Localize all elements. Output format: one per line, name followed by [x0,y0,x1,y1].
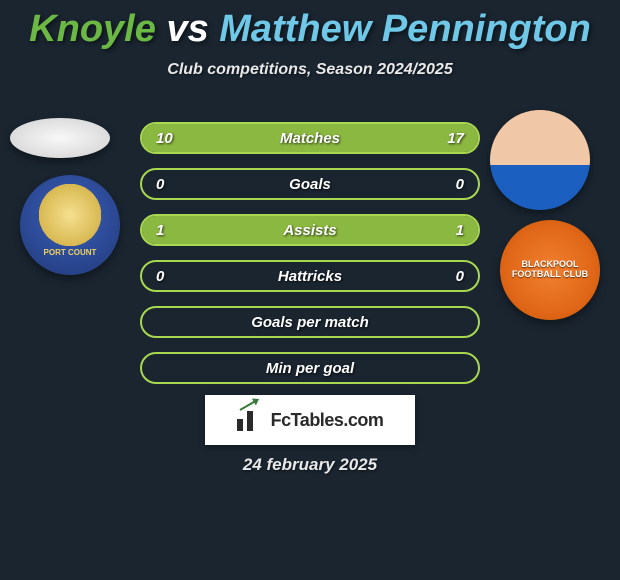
stat-right-value: 0 [456,268,464,285]
stat-label: Min per goal [266,360,354,377]
right-crest-line2: FOOTBALL CLUB [512,270,588,280]
stat-right-value: 1 [456,222,464,239]
stat-left-value: 10 [156,130,173,147]
left-crest-text: PORT COUNT [44,248,97,257]
subtitle: Club competitions, Season 2024/2025 [0,61,620,79]
stat-label: Matches [280,130,340,147]
comparison-title: Knoyle vs Matthew Pennington [0,0,620,51]
fctables-logo-icon [237,409,265,431]
stat-row: 10 17 Matches [140,122,480,154]
stat-right-value: 0 [456,176,464,193]
stat-label: Assists [283,222,336,239]
stat-row: Goals per match [140,306,480,338]
stat-row: 0 0 Hattricks [140,260,480,292]
stat-left-value: 0 [156,176,164,193]
date-text: 24 february 2025 [0,455,620,475]
stat-left-value: 1 [156,222,164,239]
stat-left-value: 0 [156,268,164,285]
watermark: FcTables.com [205,395,415,445]
stat-label: Goals per match [251,314,369,331]
stat-label: Hattricks [278,268,342,285]
stat-row: 0 0 Goals [140,168,480,200]
player1-club-crest: PORT COUNT [20,175,120,275]
stat-row: Min per goal [140,352,480,384]
stats-container: 10 17 Matches 0 0 Goals 1 1 Assists 0 0 Hattricks Go… [140,122,480,398]
stat-row: 1 1 Assists [140,214,480,246]
watermark-text: FcTables.com [271,410,384,431]
player1-name: Knoyle [29,8,156,50]
player2-avatar [490,110,590,210]
player1-avatar [10,118,110,158]
stat-label: Goals [289,176,331,193]
vs-text: vs [166,8,208,50]
stat-right-value: 17 [447,130,464,147]
player2-name: Matthew Pennington [219,8,591,50]
player2-club-crest: BLACKPOOL FOOTBALL CLUB [500,220,600,320]
